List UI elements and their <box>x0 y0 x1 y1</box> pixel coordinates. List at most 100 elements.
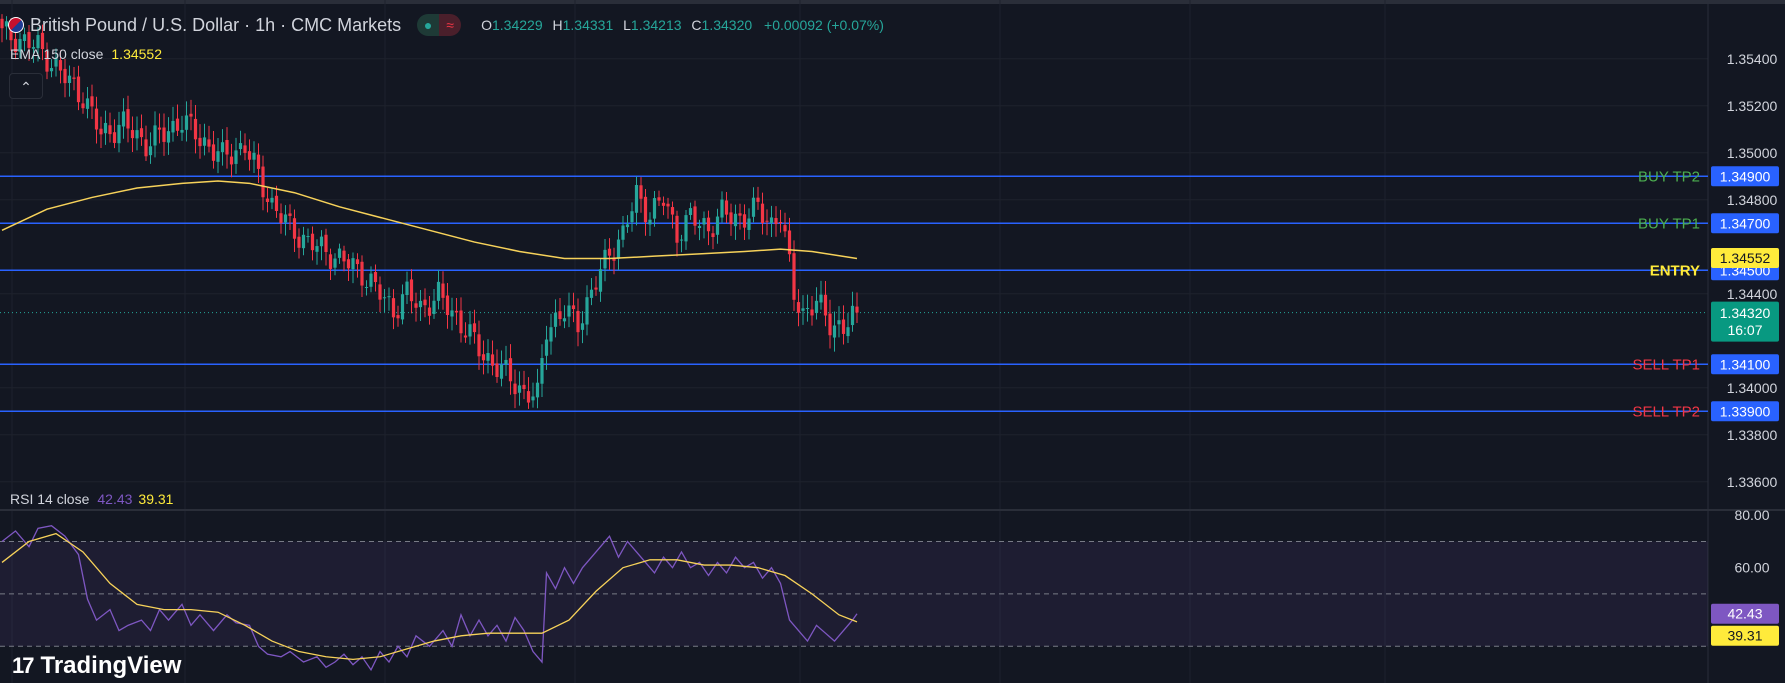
candle-body <box>670 207 675 215</box>
tradingview-logo[interactable]: 17 TradingView <box>12 652 181 680</box>
candle-body <box>139 128 144 138</box>
rsi-legend-label: RSI 14 close <box>10 491 90 507</box>
level-label: ENTRY <box>1650 262 1700 279</box>
candle-body <box>580 323 585 330</box>
candle-body <box>819 294 823 303</box>
candle-body <box>409 279 414 302</box>
candle-body <box>778 221 783 223</box>
candle-body <box>108 125 112 135</box>
candle-body <box>481 354 486 361</box>
level-label: BUY TP1 <box>1638 215 1700 232</box>
open-label: O <box>481 17 492 33</box>
candle-body <box>387 296 391 298</box>
symbol-title[interactable]: British Pound / U.S. Dollar · 1h · CMC M… <box>30 14 402 35</box>
level-label: BUY TP2 <box>1638 168 1700 185</box>
candle-body <box>846 327 850 337</box>
candle-body <box>738 213 742 216</box>
candle-body <box>504 359 508 365</box>
collapse-legend-button[interactable]: ⌃ <box>9 73 43 99</box>
candle-body <box>499 364 504 379</box>
candle-body <box>193 118 198 140</box>
level-price-tag-bg <box>1711 166 1779 187</box>
candle-body <box>405 281 409 296</box>
low-label: L <box>623 17 631 33</box>
candle-body <box>675 215 679 243</box>
candle-body <box>72 77 76 79</box>
candle-body <box>274 195 279 212</box>
candle-body <box>198 137 202 147</box>
ema-legend[interactable]: EMA 150 close 1.34552 <box>10 46 162 62</box>
market-status-pill[interactable]: ● ≈ <box>417 14 462 36</box>
candle-body <box>589 289 594 298</box>
candle-body <box>711 233 715 238</box>
candle-body <box>31 47 36 49</box>
change-value: +0.00092 (+0.07%) <box>764 17 884 33</box>
candle-body <box>540 358 544 384</box>
ema-price-tag: 1.34552 <box>1720 250 1771 266</box>
candle-body <box>175 118 180 131</box>
candle-body <box>144 139 148 157</box>
price-tick-label: 1.35400 <box>1727 51 1778 67</box>
candle-body <box>558 311 562 320</box>
candle-body <box>270 197 274 203</box>
candle-body <box>814 300 819 314</box>
candle-body <box>247 151 252 160</box>
candle-body <box>342 250 346 262</box>
candle-body <box>634 184 639 213</box>
candle-body <box>220 142 225 153</box>
candle-body <box>292 218 297 239</box>
candle-body <box>553 312 558 327</box>
candle-body <box>238 143 243 150</box>
candle-body <box>742 214 747 228</box>
candle-body <box>297 236 301 248</box>
candle-body <box>576 310 580 333</box>
open-value: 1.34229 <box>492 17 543 33</box>
candle-body <box>400 294 405 320</box>
candle-body <box>94 108 99 130</box>
candle-body <box>616 239 621 259</box>
candle-body <box>612 257 616 261</box>
candle-body <box>130 130 135 139</box>
candle-body <box>508 358 513 382</box>
candle-body <box>450 310 454 317</box>
candle-body <box>535 382 540 398</box>
rsi-legend[interactable]: RSI 14 close 42.43 39.31 <box>10 491 173 507</box>
candle-body <box>306 236 310 238</box>
candle-body <box>594 287 598 290</box>
rsi-value-tag-bg <box>1711 603 1779 624</box>
candle-body <box>310 233 315 251</box>
current-price-tag: 16:07 <box>1727 322 1762 338</box>
candle-body <box>427 307 432 316</box>
candle-body <box>229 156 234 165</box>
candle-body <box>18 38 22 52</box>
candle-body <box>445 295 450 316</box>
candle-body <box>378 284 382 300</box>
candle-body <box>319 236 324 247</box>
candle-body <box>490 354 495 366</box>
rsi-line <box>1 525 858 672</box>
chevron-up-icon: ⌃ <box>20 79 32 95</box>
candle-body <box>823 294 828 316</box>
candle-body <box>180 129 184 133</box>
candle-body <box>666 203 670 207</box>
candle-body <box>396 315 400 319</box>
candle-body <box>76 76 81 103</box>
level-price-tag-bg <box>1711 401 1779 422</box>
candle-body <box>153 125 157 146</box>
candle-body <box>549 327 553 342</box>
candle-body <box>184 115 189 130</box>
candle-body <box>598 269 603 292</box>
candle-body <box>783 225 787 232</box>
candle-body <box>522 384 526 390</box>
level-price-tag: 1.34900 <box>1720 168 1771 184</box>
candle-body <box>567 305 571 317</box>
candle-body <box>346 259 351 269</box>
candle-body <box>639 185 643 199</box>
candle-body <box>202 137 207 146</box>
candle-body <box>360 261 364 286</box>
candle-body <box>49 68 54 72</box>
candle-body <box>382 297 387 299</box>
candle-body <box>432 300 436 314</box>
candle-body <box>256 154 261 169</box>
